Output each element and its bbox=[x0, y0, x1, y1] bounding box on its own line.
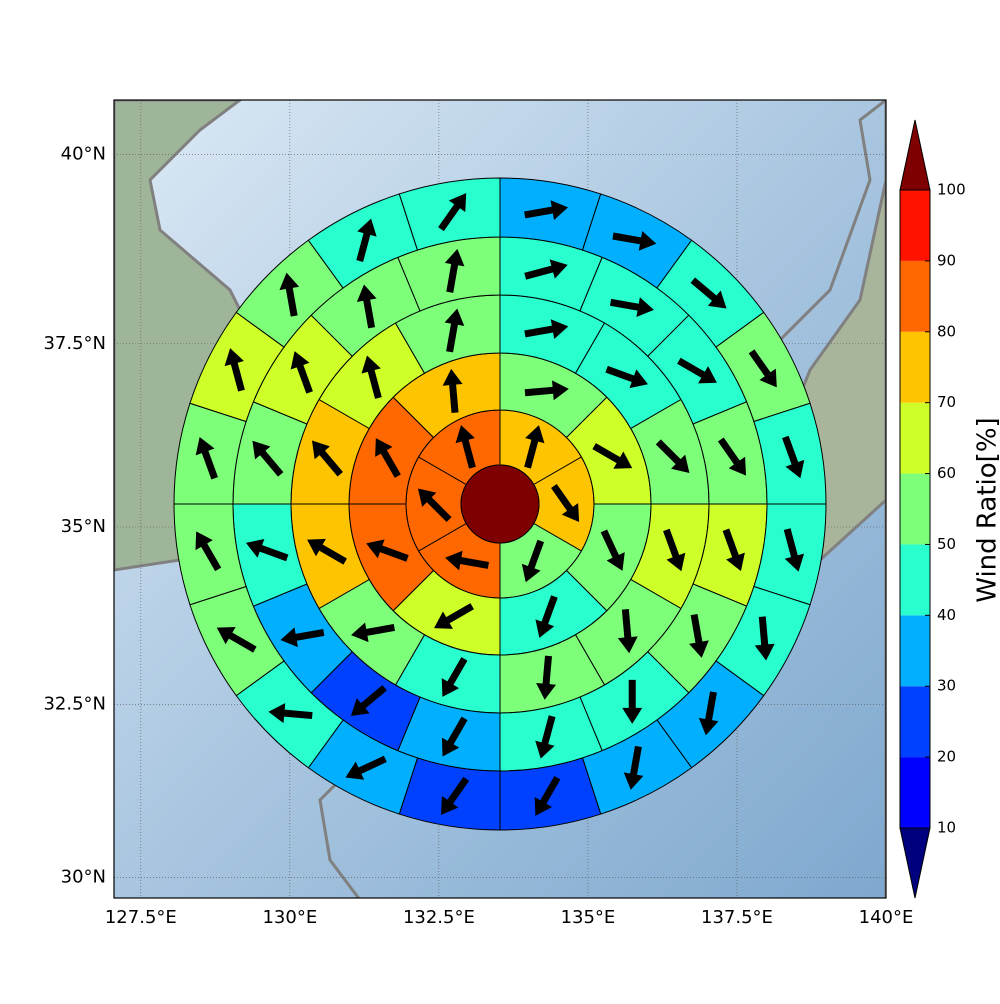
x-tick-label: 140°E bbox=[859, 907, 914, 928]
x-tick-label: 127.5°E bbox=[105, 907, 177, 928]
colorbar-tick-label: 70 bbox=[937, 393, 956, 411]
colorbar-bin bbox=[900, 615, 930, 686]
colorbar-bin bbox=[900, 261, 930, 332]
center-cell bbox=[461, 465, 539, 543]
colorbar-tick-label: 90 bbox=[937, 251, 956, 269]
colorbar-tick-label: 100 bbox=[937, 181, 966, 199]
colorbar-label: Wind Ratio[%] bbox=[973, 417, 1000, 602]
colorbar-bin bbox=[900, 403, 930, 474]
colorbar-tick-label: 40 bbox=[937, 606, 956, 624]
colorbar-tick-label: 50 bbox=[937, 535, 956, 553]
x-tick-label: 137.5°E bbox=[701, 907, 773, 928]
colorbar-bin bbox=[900, 332, 930, 403]
x-tick-label: 130°E bbox=[262, 907, 317, 928]
colorbar-tick-label: 60 bbox=[937, 464, 956, 482]
colorbar-tick-label: 20 bbox=[937, 748, 956, 766]
colorbar-bin bbox=[900, 757, 930, 828]
colorbar-extend-low bbox=[900, 828, 930, 898]
x-tick-label: 135°E bbox=[561, 907, 616, 928]
x-tick-label: 132.5°E bbox=[403, 907, 475, 928]
y-tick-label: 37.5°N bbox=[43, 333, 106, 354]
colorbar-bin bbox=[900, 686, 930, 757]
y-tick-label: 30°N bbox=[61, 867, 106, 888]
colorbar-bin bbox=[900, 474, 930, 545]
colorbar: 10 20 30 40 50 60 70 80 90 100 bbox=[900, 120, 966, 898]
colorbar-bin bbox=[900, 544, 930, 615]
colorbar-bin bbox=[900, 190, 930, 261]
polar-sectors bbox=[174, 178, 826, 830]
colorbar-tick-label: 30 bbox=[937, 677, 956, 695]
colorbar-extend-high bbox=[900, 120, 930, 190]
colorbar-tick-label: 80 bbox=[937, 322, 956, 340]
y-tick-label: 35°N bbox=[61, 516, 106, 537]
y-tick-label: 32.5°N bbox=[43, 694, 106, 715]
colorbar-tick-label: 10 bbox=[937, 819, 956, 837]
y-tick-label: 40°N bbox=[61, 143, 106, 164]
